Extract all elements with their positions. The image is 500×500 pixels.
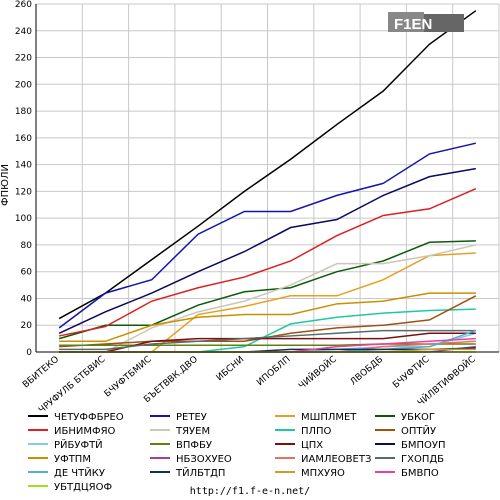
legend-label: ИБНИМФЯО [54,426,116,437]
legend-label: УФТПМ [54,454,91,465]
y-tick-label: 240 [15,27,32,37]
legend: ЧЕТУФФБРЕО РЕТЕУ МШПЛМЕТ УБКОГ ИБНИМФЯО ТЯУЕМ… [28,412,446,493]
y-tick-label: 60 [21,268,33,278]
logo-block-2 [424,14,464,32]
series-line [58,167,476,334]
legend-label: МШПЛМЕТ [301,412,357,423]
y-tick-label: 80 [21,241,33,251]
logo-block-1 [388,12,424,32]
y-tick-label: 100 [15,214,32,224]
legend-label: РЙБУФТЙ [54,438,103,451]
y-tick-label: 40 [21,294,33,304]
legend-label: БМВПО [401,468,439,479]
gridlines [36,3,500,353]
series-line [58,240,476,340]
legend-label: ТЯУЕМ [175,426,210,437]
legend-label: ОПТЙУ [401,424,436,437]
legend-label: ИАМЛЕОВЕТЗ [301,454,371,465]
series-line [59,188,477,337]
legend-label: ДЕ ЧТЙКУ [54,466,105,479]
y-tick-label: 200 [15,80,32,90]
y-tick-label: 0 [26,348,32,358]
axes [35,4,499,353]
legend-label: ЧЕТУФФБРЕО [54,412,124,423]
legend-label: ТЙЛБТДП [175,466,225,479]
legend-label: РЕТЕУ [176,412,207,423]
y-tick-label: 140 [15,161,32,171]
y-tick-labels: 0 20 40 60 80 100 120 140 160 180 200 220 240 260 [15,0,32,358]
y-tick-label: 160 [15,134,32,144]
series-line [59,329,476,351]
series-line [59,292,476,343]
legend-label: НБЗОХУЕО [176,454,232,465]
y-tick-label: 220 [15,54,32,64]
legend-label: ПЛПО [301,426,332,437]
y-tick-label: 120 [15,187,32,197]
logo-text: F1EN [394,16,432,33]
legend-label: ЦПХ [301,440,323,451]
y-axis-label: ФПЮЛИ [0,164,11,206]
series-line [58,10,477,320]
y-tick-label: 20 [21,321,33,331]
y-tick-label: 180 [15,107,32,117]
legend-label: БМПОУП [401,440,446,451]
y-tick-label: 260 [15,0,32,10]
series-line [58,142,477,329]
series-line [59,244,477,353]
series-line [59,343,476,347]
legend-label: ВПФБУ [176,440,212,451]
legend-label: УБКОГ [401,412,435,423]
footer-url[interactable]: http://f1.f-e-n.net/ [190,486,310,497]
legend-label: МПХУЯО [301,468,345,479]
legend-label: ГХОПДБ [401,454,444,465]
legend-label: УБТДЦЯОФ [54,482,112,493]
logo: F1EN [388,12,464,33]
